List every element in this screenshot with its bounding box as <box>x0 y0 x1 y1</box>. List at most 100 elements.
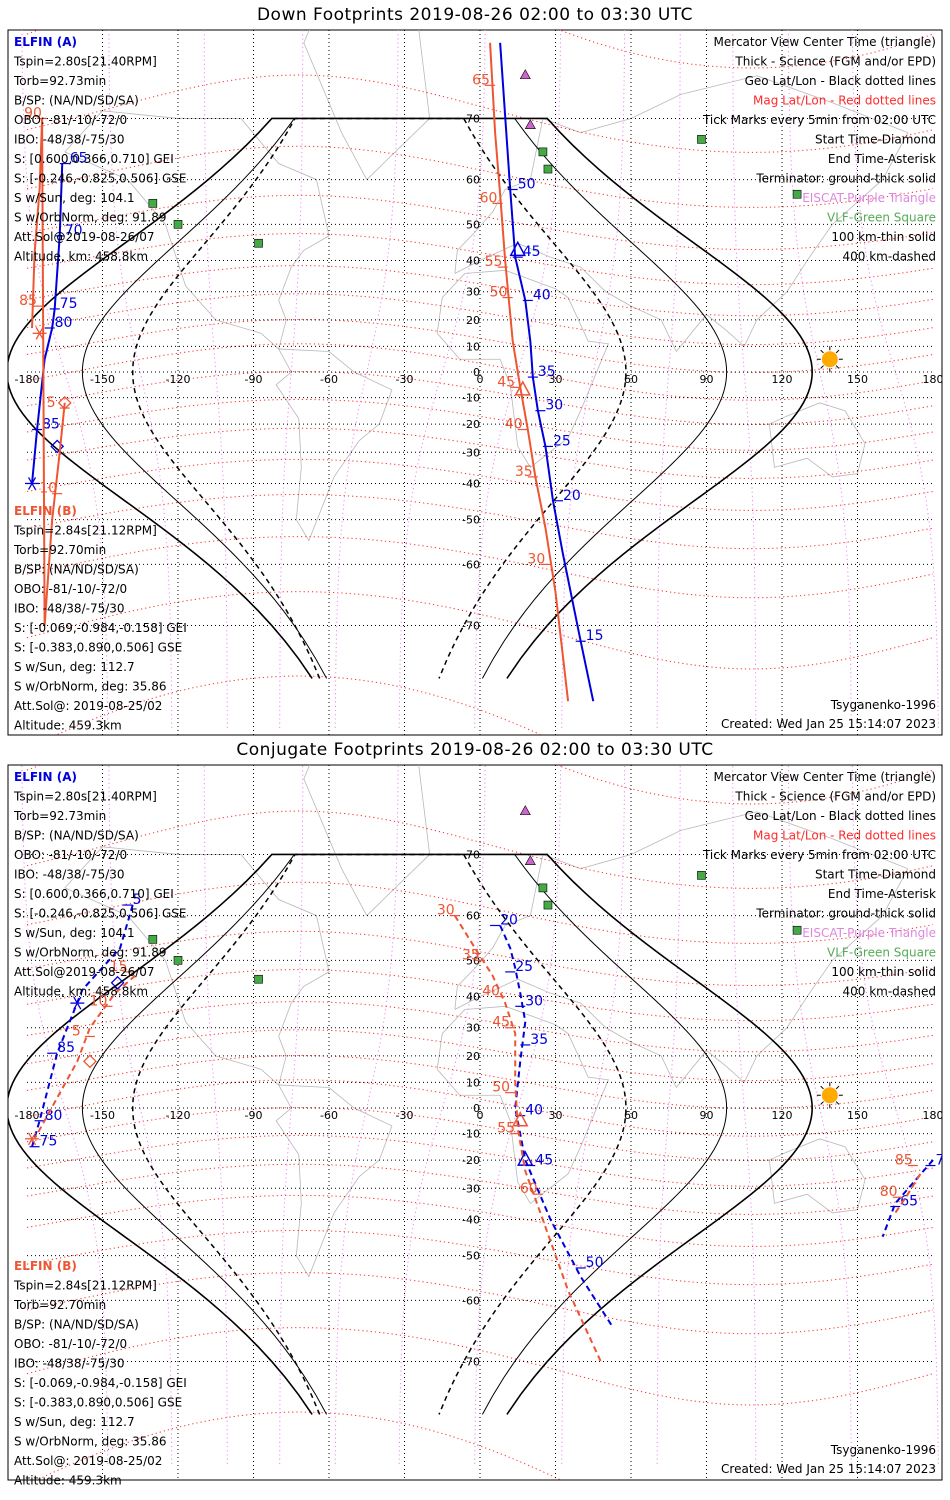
tick-label: 15 <box>586 628 604 644</box>
tick-label: 80 <box>880 1184 898 1200</box>
coastline-2 <box>436 269 609 468</box>
created-timestamp: Created: Wed Jan 25 15:14:07 2023 <box>721 1462 936 1476</box>
tick-label: 45 <box>492 1015 510 1031</box>
tick-label: 65 <box>472 72 490 88</box>
lon-tick-label: -90 <box>245 373 263 386</box>
elfin-b-info: Tspin=2.84s[21.12RPM] <box>13 524 157 538</box>
tick-label: 65 <box>900 1194 918 1210</box>
elfin-b-info: S: [-0.383,0.890,0.506] GSE <box>14 641 182 655</box>
track-segment <box>453 915 602 1362</box>
sun-ray <box>835 1085 840 1090</box>
lon-tick-label: 90 <box>700 1109 714 1122</box>
center-triangle <box>517 1150 534 1166</box>
start-diamond <box>57 395 72 410</box>
end-asterisk <box>27 1132 37 1146</box>
legend-entry: Geo Lat/Lon - Black dotted lines <box>745 74 936 88</box>
elfin-a-info: Tspin=2.80s[21.40RPM] <box>13 55 157 69</box>
lat-tick-label: -10 <box>462 392 480 405</box>
vlf-square <box>792 925 802 935</box>
vlf-square <box>543 164 553 174</box>
tick-label: 25 <box>553 433 571 449</box>
elfin-b-info: S w/Sun, deg: 112.7 <box>14 1415 135 1429</box>
mag-lat-line <box>26 145 934 208</box>
elfin-b-info: Att.Sol@: 2019-08-25/02 <box>14 1454 162 1468</box>
legend-entry: 100 km-thin solid <box>831 230 936 244</box>
elfin-a-info: S w/Sun, deg: 104.1 <box>14 926 135 940</box>
mag-lat-line <box>26 293 934 346</box>
coastline-0 <box>64 110 330 350</box>
tick-label: 85 <box>895 1153 913 1169</box>
elfin-b-info: Altitude: 459.3km <box>14 1474 122 1488</box>
lon-tick-label: 60 <box>624 373 638 386</box>
tick-label: 60 <box>520 1181 538 1197</box>
mag-lat-line <box>26 1001 934 1053</box>
elfin-a-info: S: [0.600,0.366,0.710] GEI <box>14 887 174 901</box>
tick-label: 60 <box>480 190 498 206</box>
legend-entry: VLF-Green Square <box>827 211 936 225</box>
elfin-a-info: S w/OrbNorm, deg: 91.89 <box>14 946 166 960</box>
sun-disc <box>821 1087 838 1104</box>
created-timestamp: Created: Wed Jan 25 15:14:07 2023 <box>721 717 936 731</box>
tick-label: 45 <box>535 1153 553 1169</box>
start-diamond <box>110 975 125 990</box>
mag-lat-line <box>26 265 934 317</box>
conjugate-panel: -180 -150 -120 -90 -60 -30 0 30 60 90 120 150 180706… <box>7 764 943 1488</box>
mag-lon-line <box>203 30 228 728</box>
terminator-400km <box>131 117 627 679</box>
track-segment <box>499 925 615 1329</box>
elfin-a-info: OBO: -81/-10/-72/0 <box>14 848 127 862</box>
info-left: ELFIN (A) Tspin=2.80s[21.40RPM] Torb=92.73… <box>13 770 187 1488</box>
vlf-square <box>254 238 263 248</box>
lon-tick-label: -180 <box>15 373 40 386</box>
legend-entry: Thick - Science (FGM and/or EPD) <box>734 55 936 69</box>
lon-tick-label: 150 <box>847 373 868 386</box>
eiscat-triangle <box>524 855 536 866</box>
legend-entry: 100 km-thin solid <box>831 965 936 979</box>
down-panel: -180 -150 -120 -90 -60 -30 0 30 60 90 120 150 180706… <box>7 29 944 736</box>
center-triangle <box>512 1111 529 1127</box>
elfin-b-info: S w/OrbNorm, deg: 35.86 <box>14 1435 166 1449</box>
tick-label: 5 <box>133 892 142 908</box>
tick-label: 85 <box>42 417 60 433</box>
elfin-a-info: B/SP: (NA/ND/SD/SA) <box>14 94 139 108</box>
legend-entry: Mercator View Center Time (triangle) <box>714 35 936 49</box>
tick-label: 5 <box>72 1023 81 1039</box>
center-triangle <box>509 240 527 257</box>
lon-tick-label: -30 <box>396 373 414 386</box>
mag-meridians <box>21 30 939 728</box>
coastline-3 <box>454 75 909 353</box>
elfin-a-info: Altitude, km: 458.8km <box>14 250 148 264</box>
lon-tick-label: -30 <box>396 1109 414 1122</box>
lon-tick-label: 0 <box>477 1109 484 1122</box>
legend-entry: Terminator: ground-thick solid <box>755 907 936 921</box>
track-segment <box>31 118 66 626</box>
legend-entry: VLF-Green Square <box>827 946 936 960</box>
lat-tick-label: -70 <box>462 1356 480 1369</box>
sun-icon <box>816 346 843 373</box>
elfin-b-info: Tspin=2.84s[21.12RPM] <box>13 1279 157 1293</box>
lon-tick-label: -60 <box>320 373 338 386</box>
lon-tick-label: 180 <box>923 373 944 386</box>
lon-tick-label: 30 <box>549 1109 563 1122</box>
tick-label: 35 <box>538 364 556 380</box>
elfin-b-info: Torb=92.70min <box>13 1298 106 1312</box>
legend-entry: Start Time-Diamond <box>815 868 936 882</box>
tick-label: 10 <box>90 993 108 1009</box>
sun-icon <box>816 1082 843 1109</box>
eiscat-triangle <box>524 119 536 130</box>
vlf-square <box>543 900 553 910</box>
mag-lat-line <box>26 398 934 451</box>
panel-frame <box>7 764 943 1481</box>
elfin-b-info: Torb=92.70min <box>13 543 106 557</box>
mag-lon-line <box>851 30 939 728</box>
elfin-b-label: ELFIN (B) <box>14 504 77 518</box>
mag-meridians <box>21 765 939 1464</box>
end-asterisk <box>73 996 82 1010</box>
elfin-a-info: S w/Sun, deg: 104.1 <box>14 191 135 205</box>
tick-label: 25 <box>515 959 533 975</box>
lat-tick-label: -10 <box>462 1128 480 1141</box>
elfin-b-info: Att.Sol@: 2019-08-25/02 <box>14 699 162 713</box>
elfin-a-info: Torb=92.73min <box>13 809 106 823</box>
elfin-a-info: Torb=92.73min <box>13 74 106 88</box>
